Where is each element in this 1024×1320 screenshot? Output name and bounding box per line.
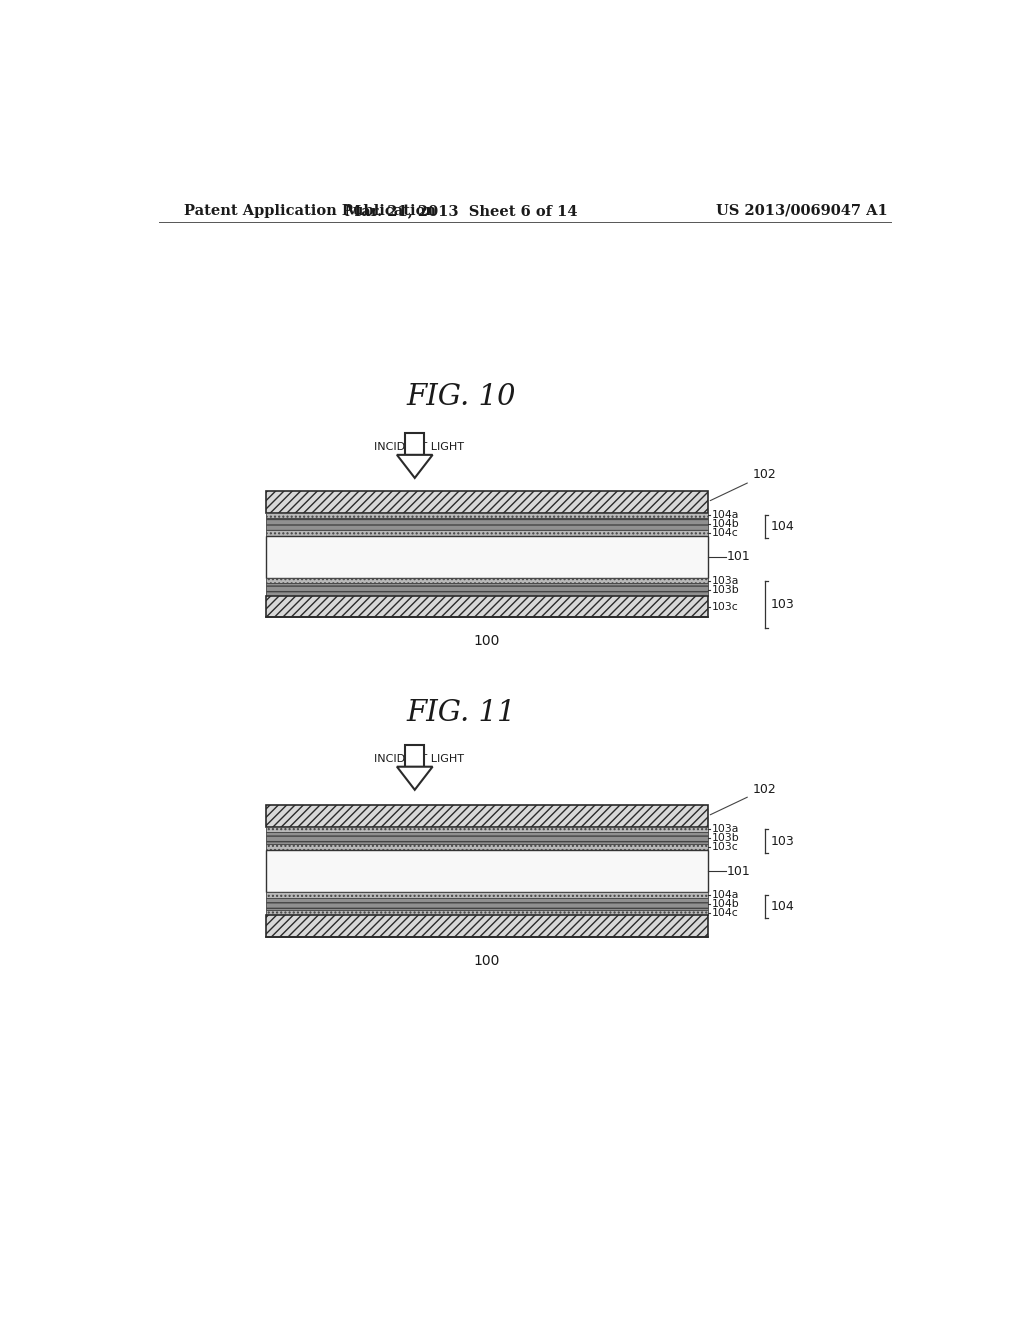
Bar [266, 845, 708, 850]
Bar [406, 744, 424, 767]
Text: FIG. 11: FIG. 11 [407, 698, 516, 727]
Text: 104c: 104c [712, 528, 738, 539]
Bar [266, 832, 708, 845]
Text: 102: 102 [711, 783, 776, 814]
Text: 104: 104 [770, 900, 795, 913]
Text: INCIDENT LIGHT: INCIDENT LIGHT [374, 754, 464, 764]
Text: 103c: 103c [712, 842, 738, 853]
Bar [266, 517, 708, 531]
Text: US 2013/0069047 A1: US 2013/0069047 A1 [717, 203, 888, 218]
Text: 104a: 104a [712, 511, 739, 520]
Text: 103a: 103a [712, 576, 739, 586]
Polygon shape [397, 455, 432, 478]
Text: 103: 103 [770, 598, 795, 611]
Text: INCIDENT LIGHT: INCIDENT LIGHT [374, 442, 464, 453]
Bar [266, 826, 708, 832]
Text: 104a: 104a [712, 890, 739, 900]
Text: 103: 103 [770, 834, 795, 847]
Text: 104b: 104b [712, 899, 739, 908]
Bar [266, 892, 708, 898]
Bar [266, 536, 708, 578]
Bar [266, 531, 708, 536]
Bar [266, 595, 708, 618]
Text: Patent Application Publication: Patent Application Publication [183, 203, 436, 218]
Bar [266, 909, 708, 915]
Bar [266, 491, 708, 512]
Text: 101: 101 [727, 865, 751, 878]
Bar [266, 805, 708, 826]
Text: 104c: 104c [712, 908, 738, 917]
Bar [266, 898, 708, 909]
Bar [266, 850, 708, 892]
Text: 103c: 103c [712, 602, 738, 611]
Text: 101: 101 [727, 550, 751, 564]
Bar [266, 512, 708, 517]
Text: 103b: 103b [712, 833, 739, 843]
Text: 104: 104 [770, 520, 795, 533]
Bar [266, 578, 708, 583]
Bar [406, 433, 424, 455]
Text: 103b: 103b [712, 585, 739, 594]
Text: Mar. 21, 2013  Sheet 6 of 14: Mar. 21, 2013 Sheet 6 of 14 [345, 203, 578, 218]
Bar [266, 915, 708, 937]
Text: FIG. 10: FIG. 10 [407, 383, 516, 411]
Text: 103a: 103a [712, 825, 739, 834]
Text: 104b: 104b [712, 519, 739, 529]
Polygon shape [397, 767, 432, 789]
Text: 100: 100 [474, 954, 500, 968]
Text: 102: 102 [711, 469, 776, 500]
Bar [266, 583, 708, 595]
Text: 100: 100 [474, 635, 500, 648]
